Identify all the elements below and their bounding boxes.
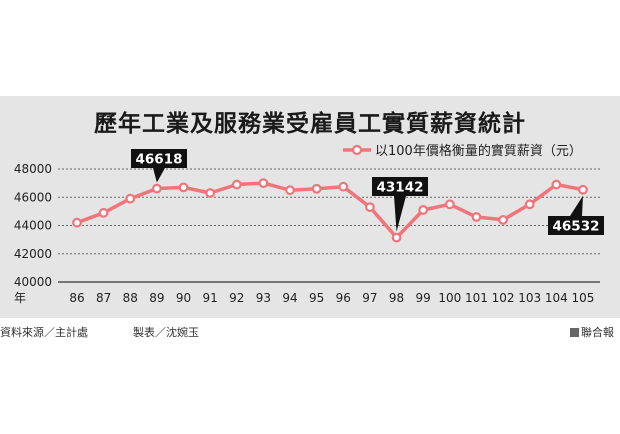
callout-label: 43142: [377, 180, 424, 196]
maker-note: 製表／沈婉玉: [133, 326, 199, 339]
data-point: [311, 183, 322, 194]
x-tick-label: 95: [309, 291, 324, 305]
data-point: [524, 199, 535, 210]
legend-marker: [351, 144, 363, 156]
source-note: 資料來源／主計處: [0, 326, 88, 339]
data-point: [578, 184, 588, 195]
x-tick-label: 94: [282, 291, 297, 305]
callout-label: 46532: [553, 219, 600, 235]
callout-pointer: [153, 168, 165, 183]
x-tick-label: 90: [176, 291, 191, 305]
data-point: [391, 232, 402, 243]
y-tick-label: 42000: [14, 247, 52, 261]
x-axis-label: 年: [14, 291, 26, 305]
data-point: [444, 199, 455, 210]
x-tick-label: 102: [492, 291, 515, 305]
data-point: [551, 179, 562, 190]
callout-box: [372, 177, 428, 196]
chart-title: 歷年工業及服務業受雇員工實質薪資統計: [94, 111, 526, 137]
x-tick-label: 91: [203, 291, 218, 305]
data-point: [498, 214, 508, 225]
x-tick-label: 98: [389, 291, 404, 305]
data-point: [125, 193, 136, 204]
x-tick-label: 86: [69, 291, 84, 305]
data-point: [98, 207, 109, 218]
x-tick-label: 96: [336, 291, 351, 305]
data-point: [365, 202, 375, 213]
x-tick-label: 97: [362, 291, 377, 305]
data-point: [72, 217, 82, 228]
data-point: [471, 212, 482, 222]
x-tick-label: 101: [465, 291, 488, 305]
chart-panel: [0, 96, 620, 318]
x-tick-label: 105: [572, 291, 595, 305]
data-point: [418, 205, 429, 215]
y-tick-label: 48000: [14, 162, 52, 176]
callout-pointer: [570, 195, 583, 216]
x-tick-label: 89: [149, 291, 164, 305]
data-point: [231, 179, 242, 190]
x-tick-label: 92: [229, 291, 244, 305]
y-tick-label: 46000: [14, 190, 52, 204]
x-tick-label: 88: [123, 291, 138, 305]
y-tick-label: 44000: [14, 219, 52, 233]
data-point: [178, 182, 189, 193]
data-point: [258, 178, 269, 189]
agency-credit: 聯合報: [570, 324, 614, 340]
y-tick-label: 40000: [14, 275, 52, 289]
callout-pointer: [394, 196, 406, 232]
x-tick-label: 99: [416, 291, 431, 305]
data-point: [285, 185, 295, 196]
x-tick-label: 104: [545, 291, 568, 305]
x-tick-label: 87: [96, 291, 111, 305]
data-point: [338, 181, 349, 192]
x-tick-label: 103: [518, 291, 541, 305]
x-tick-label: 100: [438, 291, 461, 305]
callout-box: [548, 216, 604, 235]
callout-label: 46618: [136, 152, 183, 168]
legend-label: 以100年價格衡量的實質薪資（元）: [375, 143, 582, 159]
data-point: [151, 183, 162, 194]
callout-box: [131, 149, 187, 168]
data-point: [205, 188, 216, 198]
x-tick-label: 93: [256, 291, 271, 305]
